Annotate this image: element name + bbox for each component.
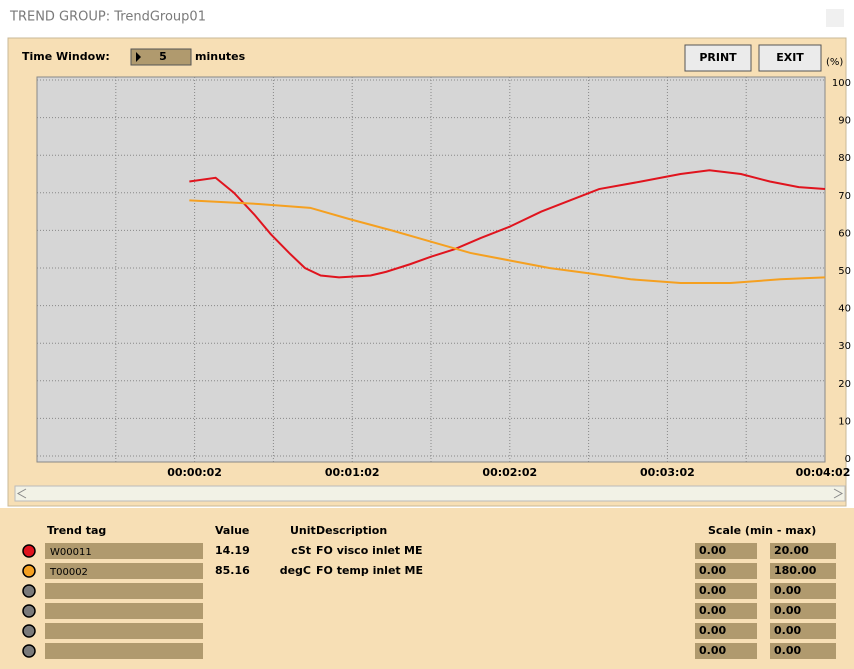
button-label: EXIT: [776, 51, 804, 64]
scale-max: 0.00: [774, 624, 801, 637]
y-tick-label: 10: [838, 416, 851, 427]
y-tick-label: 40: [838, 304, 851, 315]
y-tick-label: 60: [838, 228, 851, 239]
scale-max-field[interactable]: [770, 603, 836, 619]
y-tick-label: 80: [838, 153, 851, 164]
y-tick-label: 70: [838, 191, 851, 202]
y-unit: (%): [826, 57, 843, 68]
scale-max-field[interactable]: [770, 623, 836, 639]
scale-max: 20.00: [774, 544, 809, 557]
scroll-right[interactable]: [833, 488, 844, 499]
y-tick-label: 50: [838, 266, 851, 277]
scale-max-field[interactable]: [770, 543, 836, 559]
button-label: PRINT: [699, 51, 737, 64]
scroll-left[interactable]: [16, 488, 27, 499]
column-header: Value: [215, 524, 249, 537]
scale-min-field[interactable]: [695, 643, 757, 659]
column-header: Trend tag: [47, 524, 106, 537]
y-tick-label: 0: [845, 454, 851, 465]
scale-min-field[interactable]: [695, 543, 757, 559]
trend-dot: [22, 624, 36, 638]
trend-dot: [22, 584, 36, 598]
tag-field[interactable]: [45, 603, 203, 619]
title-bar: [0, 0, 854, 38]
trend-line: [189, 199, 826, 285]
tag-field[interactable]: [45, 643, 203, 659]
scale-min: 0.00: [699, 584, 726, 597]
tag-field[interactable]: [45, 543, 203, 559]
tag-field[interactable]: [45, 563, 203, 579]
window-button[interactable]: [826, 9, 844, 27]
scale-min-field[interactable]: [695, 563, 757, 579]
column-header: Description: [316, 524, 387, 537]
scale-min-field[interactable]: [695, 623, 757, 639]
scale-min: 0.00: [699, 604, 726, 617]
trend-dot: [22, 604, 36, 618]
scale-max-field[interactable]: [770, 643, 836, 659]
scale-min-field[interactable]: [695, 603, 757, 619]
scale-min: 0.00: [699, 644, 726, 657]
value: 85.16: [215, 564, 250, 577]
x-tick-label: 00:03:02: [640, 466, 695, 479]
scale-max: 0.00: [774, 604, 801, 617]
scale-max: 180.00: [774, 564, 817, 577]
time-window-label: Time Window:: [22, 50, 110, 63]
y-tick-label: 90: [838, 116, 851, 127]
tag: W00011: [50, 547, 92, 558]
time-window-value: 5: [159, 50, 167, 63]
window-title: TREND GROUP: TrendGroup01: [9, 10, 206, 25]
column-header: Scale (min - max): [708, 524, 816, 537]
y-tick-label: 20: [838, 379, 851, 390]
trend-dot: [22, 564, 36, 578]
column-header: Unit: [290, 524, 316, 537]
scale-max-field[interactable]: [770, 563, 836, 579]
tag: T00002: [49, 567, 88, 578]
unit: degC: [280, 564, 311, 577]
y-tick-label: 30: [838, 341, 851, 352]
x-tick-label: 00:04:02: [796, 466, 851, 479]
x-tick-label: 00:02:02: [482, 466, 537, 479]
value: 14.19: [215, 544, 250, 557]
tag-field[interactable]: [45, 583, 203, 599]
print-button[interactable]: [684, 44, 752, 72]
scale-min: 0.00: [699, 564, 726, 577]
trend-line: [189, 169, 826, 279]
exit-button[interactable]: [758, 44, 822, 72]
scale-min: 0.00: [699, 544, 726, 557]
scrollbar[interactable]: [14, 485, 846, 502]
unit: cSt: [291, 544, 311, 557]
description: FO visco inlet ME: [316, 544, 422, 557]
scale-min: 0.00: [699, 624, 726, 637]
x-tick-label: 00:00:02: [167, 466, 222, 479]
scale-max-field[interactable]: [770, 583, 836, 599]
spin-arrow: [136, 52, 141, 62]
trend-dot: [22, 644, 36, 658]
time-window-input[interactable]: [130, 48, 192, 66]
scale-max: 0.00: [774, 584, 801, 597]
x-tick-label: 00:01:02: [325, 466, 380, 479]
scale-max: 0.00: [774, 644, 801, 657]
description: FO temp inlet ME: [316, 564, 423, 577]
tag-field[interactable]: [45, 623, 203, 639]
time-window-unit: minutes: [195, 50, 246, 63]
trend-dot: [22, 544, 36, 558]
y-tick-label: 100: [832, 78, 851, 89]
scale-min-field[interactable]: [695, 583, 757, 599]
